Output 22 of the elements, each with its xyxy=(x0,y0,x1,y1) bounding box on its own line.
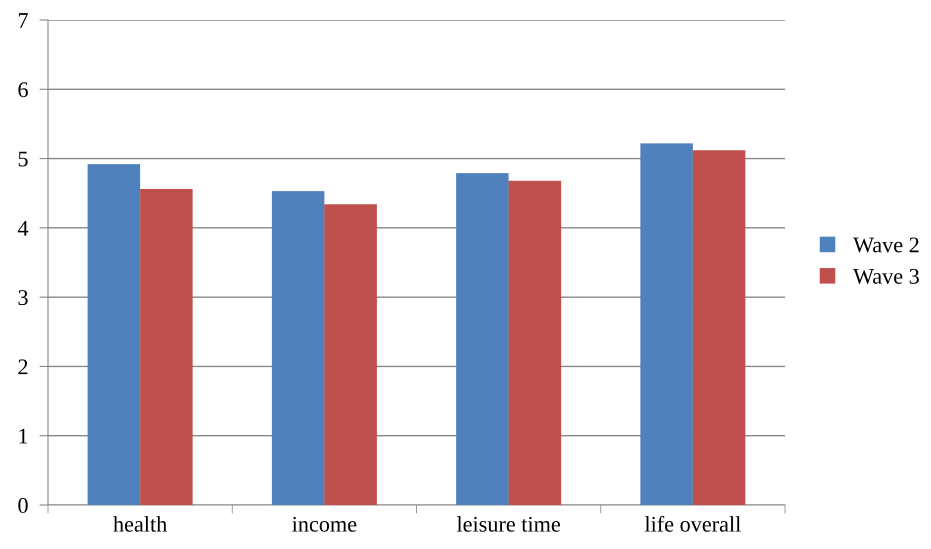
y-tick-label: 4 xyxy=(18,220,28,236)
bar xyxy=(456,173,509,505)
legend-label: Wave 2 xyxy=(853,237,919,253)
y-tick-label: 5 xyxy=(18,152,28,166)
legend-label: Wave 3 xyxy=(853,268,919,284)
bar xyxy=(508,180,562,505)
y-tick-label: 7 xyxy=(18,13,28,28)
x-tick-label: income xyxy=(292,516,356,532)
bar xyxy=(140,189,193,505)
bar xyxy=(88,164,140,505)
bar xyxy=(324,204,377,505)
y-tick-label: 3 xyxy=(18,290,28,306)
x-tick-label: health xyxy=(113,516,167,532)
y-tick-label: 0 xyxy=(18,498,28,513)
bar xyxy=(640,143,693,505)
bar xyxy=(692,150,746,505)
x-tick-label: life overall xyxy=(644,516,741,532)
y-tick-label: 2 xyxy=(18,359,28,374)
x-tick-label: leisure time xyxy=(456,516,560,532)
y-tick-label: 1 xyxy=(19,428,28,444)
y-tick-label: 6 xyxy=(18,82,28,98)
bar xyxy=(272,191,324,505)
